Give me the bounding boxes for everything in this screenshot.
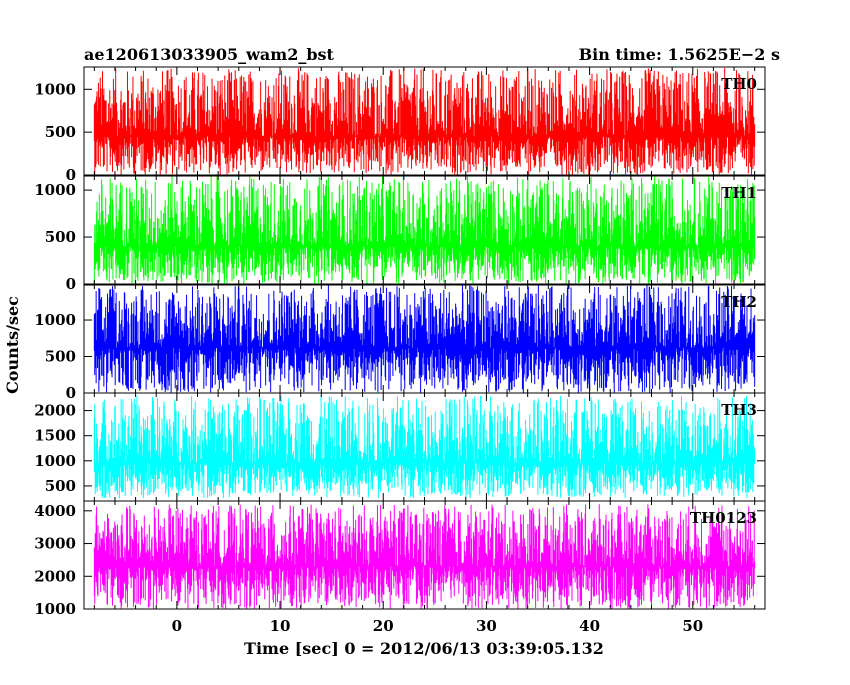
y-tick-label: 2000 [34,402,76,420]
bin-time-label: Bin time: 1.5625E−2 s [579,45,780,64]
x-tick-label: 50 [682,617,703,635]
x-tick-label: 10 [270,617,291,635]
y-tick-label: 0 [66,275,76,293]
y-tick-label: 500 [45,228,76,246]
y-tick-label: 1000 [34,80,76,98]
panel-th2: 0 500 1000 TH2 [34,284,766,402]
y-tick-label: 1000 [34,600,76,618]
panel-th1: 0 500 1000 TH1 [34,175,766,293]
x-tick-label: 30 [476,617,497,635]
series-th0 [93,67,756,175]
x-tick-label: 0 [172,617,182,635]
y-tick-label: 3000 [34,535,76,553]
y-tick-label: 1000 [34,311,76,329]
series-th1 [93,176,756,284]
x-axis-title: Time [sec] 0 = 2012/06/13 03:39:05.132 [244,639,604,658]
x-tick-label: 20 [373,617,394,635]
chart-title: ae120613033905_wam2_bst [84,45,335,64]
y-tick-label: 500 [45,123,76,141]
y-tick-label: 1000 [34,181,76,199]
panel-label: TH2 [721,293,757,311]
y-tick-label: 1000 [34,452,76,470]
y-tick-label: 0 [66,384,76,402]
series-th2 [93,285,756,393]
panel-label: TH3 [721,401,757,419]
panel-th0123: 1000 2000 3000 4000 TH0123 [34,500,766,618]
y-axis-title: Counts/sec [3,296,22,394]
panel-th0: 0 500 1000 TH0 [34,66,766,184]
y-tick-label: 1500 [34,427,76,445]
panel-label: TH1 [721,184,757,202]
series-th3 [93,395,756,499]
panel-label: TH0 [721,75,757,93]
y-tick-label: 500 [45,348,76,366]
y-tick-label: 4000 [34,502,76,520]
panel-th3: 500 1000 1500 2000 TH3 [34,392,766,502]
panel-label: TH0123 [690,509,757,527]
y-tick-label: 500 [45,477,76,495]
series-th0123 [93,504,756,609]
x-tick-label: 40 [579,617,600,635]
y-tick-label: 2000 [34,567,76,585]
y-tick-label: 0 [66,166,76,184]
